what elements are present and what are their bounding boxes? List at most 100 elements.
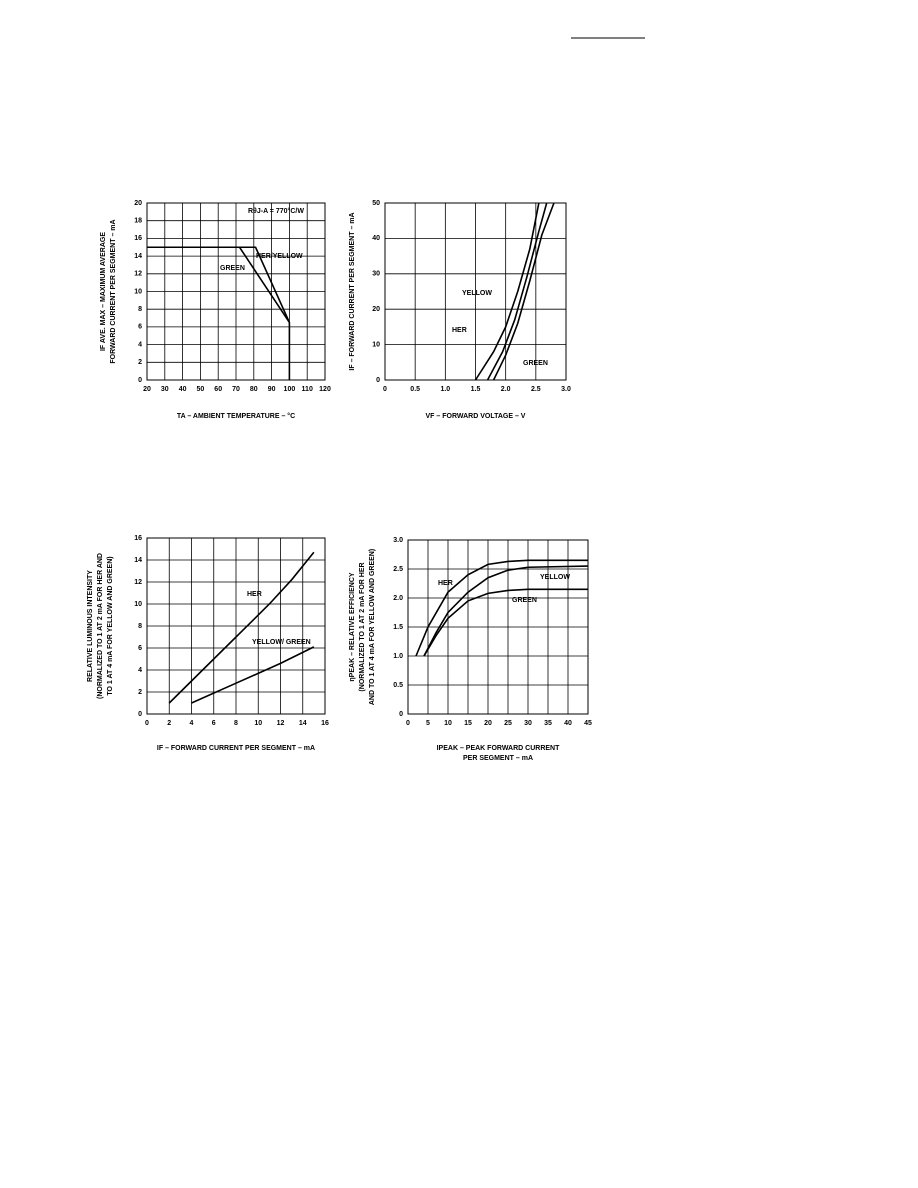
y-axis-label: AND TO 1 AT 4 mA FOR YELLOW AND GREEN) (369, 549, 376, 705)
y-tick-label: 3.0 (393, 537, 403, 544)
series-label: HER/YELLOW (256, 253, 303, 260)
x-tick-label: 30 (524, 720, 532, 727)
series-label: GREEN (523, 360, 548, 367)
series-line (191, 646, 315, 704)
y-tick-label: 14 (134, 557, 142, 564)
y-tick-label: 10 (372, 341, 380, 348)
y-tick-label: 8 (138, 623, 142, 630)
series-label: HER (452, 327, 467, 334)
y-tick-label: 2.5 (393, 566, 403, 573)
series-label: GREEN (220, 265, 245, 272)
x-tick-label: 50 (197, 386, 205, 393)
y-tick-label: 16 (134, 535, 142, 542)
x-tick-label: 5 (426, 720, 430, 727)
y-tick-label: 40 (372, 235, 380, 242)
y-tick-label: 6 (138, 645, 142, 652)
x-tick-label: 0 (383, 386, 387, 393)
y-axis-label: ηPEAK – RELATIVE EFFICIENCY (349, 572, 356, 681)
y-tick-label: 1.0 (393, 653, 403, 660)
x-tick-label: 35 (544, 720, 552, 727)
y-axis-label: (NORMALIZED TO 1 AT 2 mA FOR HER AND (97, 553, 104, 699)
y-axis-label: FORWARD CURRENT PER SEGMENT – mA (110, 219, 117, 363)
y-tick-label: 20 (372, 306, 380, 313)
y-tick-label: 2.0 (393, 595, 403, 602)
y-tick-label: 2 (138, 689, 142, 696)
x-axis-label: IPEAK – PEAK FORWARD CURRENT (437, 745, 560, 752)
x-axis-label: IF – FORWARD CURRENT PER SEGMENT – mA (157, 745, 315, 752)
series-line (147, 246, 291, 323)
x-tick-label: 16 (321, 720, 329, 727)
x-tick-label: 25 (504, 720, 512, 727)
series-line (423, 565, 589, 657)
series-label: GREEN (512, 597, 537, 604)
x-tick-label: 40 (179, 386, 187, 393)
series-label: YELLOW/ GREEN (252, 639, 311, 646)
x-axis-label: VF – FORWARD VOLTAGE – V (426, 413, 526, 420)
y-axis-label: IF – FORWARD CURRENT PER SEGMENT – mA (349, 212, 356, 370)
x-tick-label: 2.0 (501, 386, 511, 393)
x-tick-label: 30 (161, 386, 169, 393)
y-tick-label: 14 (134, 253, 142, 260)
x-tick-label: 0 (145, 720, 149, 727)
x-tick-label: 3.0 (561, 386, 571, 393)
x-tick-label: 1.0 (440, 386, 450, 393)
y-tick-label: 0 (138, 377, 142, 384)
x-tick-label: 15 (464, 720, 472, 727)
series-line (492, 202, 555, 381)
y-tick-label: 0 (138, 711, 142, 718)
y-tick-label: 0 (399, 711, 403, 718)
x-tick-label: 70 (232, 386, 240, 393)
x-tick-label: 0 (406, 720, 410, 727)
series-line (168, 551, 315, 704)
x-tick-label: 10 (254, 720, 262, 727)
series-line (423, 588, 588, 657)
x-tick-label: 40 (564, 720, 572, 727)
x-tick-label: 80 (250, 386, 258, 393)
x-tick-label: 2 (167, 720, 171, 727)
series-line (415, 559, 588, 657)
x-tick-label: 20 (143, 386, 151, 393)
y-tick-label: 12 (134, 579, 142, 586)
y-tick-label: 0.5 (393, 682, 403, 689)
y-tick-label: 16 (134, 235, 142, 242)
y-tick-label: 4 (138, 341, 142, 348)
y-tick-label: 0 (376, 377, 380, 384)
x-tick-label: 4 (190, 720, 194, 727)
x-tick-label: 0.5 (410, 386, 420, 393)
y-tick-label: 2 (138, 359, 142, 366)
y-axis-label: (NORMALIZED TO 1 AT 2 mA FOR HER (359, 562, 366, 691)
x-tick-label: 6 (212, 720, 216, 727)
x-axis-label: PER SEGMENT – mA (463, 755, 533, 762)
y-axis-label: IF AVE. MAX – MAXIMUM AVERAGE (100, 232, 107, 351)
x-tick-label: 14 (299, 720, 307, 727)
x-tick-label: 10 (444, 720, 452, 727)
x-tick-label: 2.5 (531, 386, 541, 393)
series-label: YELLOW (462, 290, 492, 297)
y-tick-label: 10 (134, 601, 142, 608)
x-tick-label: 120 (319, 386, 331, 393)
x-tick-label: 90 (268, 386, 276, 393)
x-tick-label: 100 (284, 386, 296, 393)
x-tick-label: 20 (484, 720, 492, 727)
series-line (474, 202, 540, 381)
y-tick-label: 20 (134, 200, 142, 207)
x-tick-label: 110 (302, 386, 313, 393)
y-tick-label: 50 (372, 200, 380, 207)
series-label: HER (438, 580, 453, 587)
series-line (486, 202, 548, 381)
y-tick-label: 1.5 (393, 624, 403, 631)
series-label: HER (247, 591, 262, 598)
x-tick-label: 45 (584, 720, 592, 727)
y-tick-label: 12 (134, 271, 142, 278)
y-axis-label: RELATIVE LUMINOUS INTENSITY (87, 570, 94, 682)
x-axis-label: TA – AMBIENT TEMPERATURE – °C (177, 412, 295, 420)
x-tick-label: 1.5 (471, 386, 481, 393)
annotation: RθJ-A = 770°C/W (248, 207, 304, 215)
y-tick-label: 4 (138, 667, 142, 674)
y-tick-label: 18 (134, 218, 142, 225)
x-tick-label: 60 (214, 386, 222, 393)
y-tick-label: 8 (138, 306, 142, 313)
y-tick-label: 30 (372, 271, 380, 278)
